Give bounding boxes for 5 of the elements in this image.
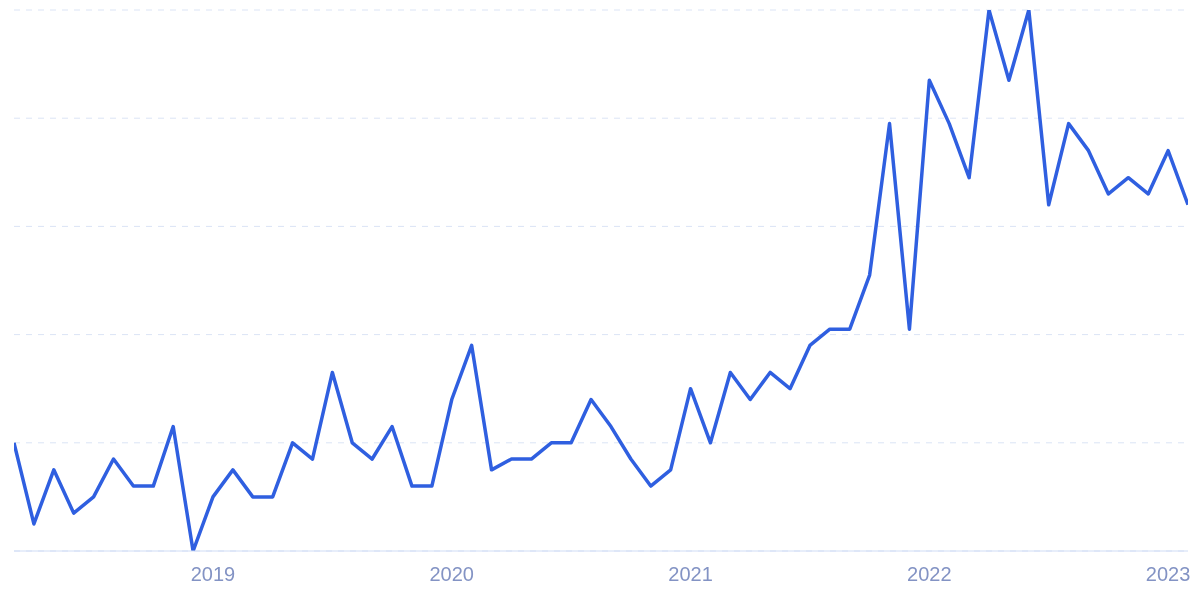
x-tick-label: 2022 [907,563,952,586]
x-tick-label: 2019 [190,563,236,586]
x-tick-label: 2023 [1145,563,1191,586]
x-tick-label: 2021 [668,563,713,586]
x-tick-label: 2020 [429,563,475,586]
